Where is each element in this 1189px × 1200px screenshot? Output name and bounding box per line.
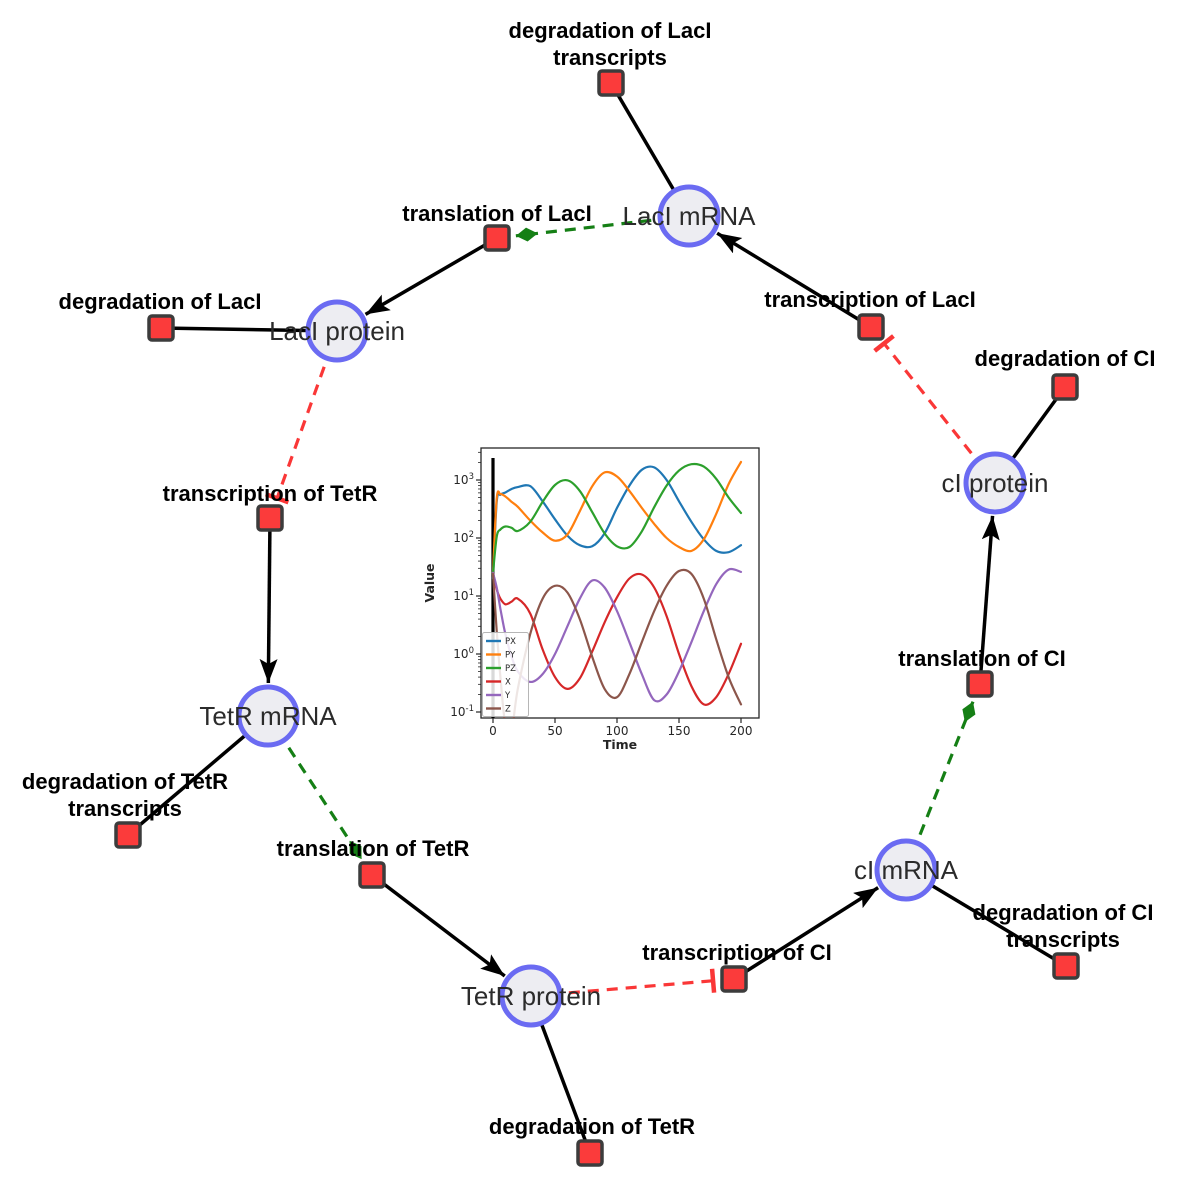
reaction-node-transcription_cI[interactable] — [720, 965, 748, 993]
legend-label-PZ: PZ — [505, 664, 516, 674]
chart-inset: 10-1 100 101 102 103 0 50 100 150 200 PX PY PZ X Y Z T… — [422, 432, 775, 768]
reaction-node-transcription_tetR[interactable] — [256, 504, 284, 532]
species-label-cI_mRNA: cI mRNA — [854, 855, 959, 885]
legend-label-PY: PY — [505, 651, 516, 661]
x-tick-label: 100 — [606, 724, 629, 738]
species-node-lacI_mRNA[interactable] — [657, 184, 721, 248]
species-node-cI_protein[interactable] — [963, 451, 1027, 515]
y-tick-label: 100 — [453, 646, 474, 661]
reaction-node-deg_tetR_tr[interactable] — [114, 821, 142, 849]
species-label-lacI_protein: LacI protein — [269, 316, 405, 346]
edge-translation_cI-cI_protein — [978, 515, 1000, 685]
species-label-tetR_protein: TetR protein — [461, 981, 601, 1011]
y-tick-label: 101 — [453, 588, 474, 603]
reaction-node-deg_lacI_tr[interactable] — [597, 69, 625, 97]
reaction-label-deg_cI_tr-line2: transcripts — [1006, 927, 1120, 952]
reaction-node-deg_cI_tr[interactable] — [1052, 952, 1080, 980]
edge-transcription_cI-cI_mRNA — [733, 886, 880, 981]
y-axis-label: Value — [423, 563, 437, 602]
y-tick-label: 102 — [453, 530, 474, 545]
reaction-node-deg_lacI[interactable] — [147, 314, 175, 342]
legend-label-PX: PX — [505, 637, 516, 647]
edge-translation_tetR-tetR_protein — [370, 873, 506, 978]
reaction-label-transcription_cI: transcription of CI — [642, 940, 831, 965]
legend-label-X: X — [505, 678, 511, 688]
x-tick-label: 0 — [489, 724, 497, 738]
series-line-PY — [491, 460, 743, 574]
reaction-node-transcription_lacI[interactable] — [857, 313, 885, 341]
reaction-label-translation_cI: translation of CI — [898, 646, 1065, 671]
reaction-label-translation_tetR: translation of TetR — [277, 836, 470, 861]
reaction-label-deg_cI_tr-line1: degradation of CI — [973, 900, 1154, 925]
reaction-node-translation_tetR[interactable] — [358, 861, 386, 889]
species-node-lacI_protein[interactable] — [305, 299, 369, 363]
x-tick-label: 200 — [730, 724, 753, 738]
legend-label-Y: Y — [504, 691, 511, 701]
reaction-label-deg_tetR_tr-line1: degradation of TetR — [22, 769, 228, 794]
reaction-label-deg_lacI: degradation of LacI — [59, 289, 262, 314]
series-line-PX — [491, 465, 743, 580]
x-tick-label: 150 — [668, 724, 691, 738]
chart-legend: PX PY PZ XYZ — [482, 632, 529, 717]
reaction-node-deg_cI[interactable] — [1051, 373, 1079, 401]
species-node-tetR_protein[interactable] — [499, 964, 563, 1028]
species-node-tetR_mRNA[interactable] — [236, 684, 300, 748]
species-label-tetR_mRNA: TetR mRNA — [199, 701, 337, 731]
y-tick-label: 103 — [453, 472, 474, 487]
species-label-lacI_mRNA: LacI mRNA — [623, 201, 757, 231]
label-layer: LacI mRNA LacI protein TetR mRNA TetR prote… — [22, 18, 1156, 1139]
reaction-label-deg_lacI_tr-line2: transcripts — [553, 45, 667, 70]
plot-spine — [480, 447, 760, 719]
edge-transcription_tetR-tetR_mRNA — [259, 517, 278, 684]
edge-translation_lacI-lacI_protein — [364, 236, 498, 316]
edge-transcription_lacI-lacI_mRNA — [716, 231, 872, 329]
reaction-node-deg_tetR[interactable] — [576, 1139, 604, 1167]
x-axis-label: Time — [603, 737, 637, 752]
reaction-label-deg_tetR_tr-line2: transcripts — [68, 796, 182, 821]
x-tick-label: 50 — [547, 724, 562, 738]
y-tick-label: 10-1 — [450, 704, 474, 719]
reaction-label-translation_lacI: translation of LacI — [402, 201, 591, 226]
reaction-node-translation_lacI[interactable] — [483, 224, 511, 252]
edge-tetR_protein-transcription_cI — [530, 968, 717, 998]
timeseries-plot: 10-1 100 101 102 103 0 50 100 150 200 PX PY PZ XYZ T… — [422, 447, 760, 752]
reaction-label-deg_lacI_tr-line1: degradation of LacI — [509, 18, 712, 43]
species-label-cI_protein: cI protein — [942, 468, 1049, 498]
species-node-cI_mRNA[interactable] — [874, 838, 938, 902]
reaction-label-transcription_tetR: transcription of TetR — [163, 481, 378, 506]
reaction-label-deg_cI: degradation of CI — [975, 346, 1156, 371]
reaction-label-transcription_lacI: transcription of LacI — [764, 287, 975, 312]
reaction-label-deg_tetR: degradation of TetR — [489, 1114, 695, 1139]
legend-label-Z: Z — [505, 705, 511, 715]
node-layer — [114, 69, 1080, 1167]
reaction-node-translation_cI[interactable] — [966, 670, 994, 698]
series-line-PZ — [491, 462, 743, 574]
chart-series-layer — [491, 458, 743, 718]
series-line-X — [491, 571, 743, 706]
series-line-Z — [491, 568, 743, 718]
